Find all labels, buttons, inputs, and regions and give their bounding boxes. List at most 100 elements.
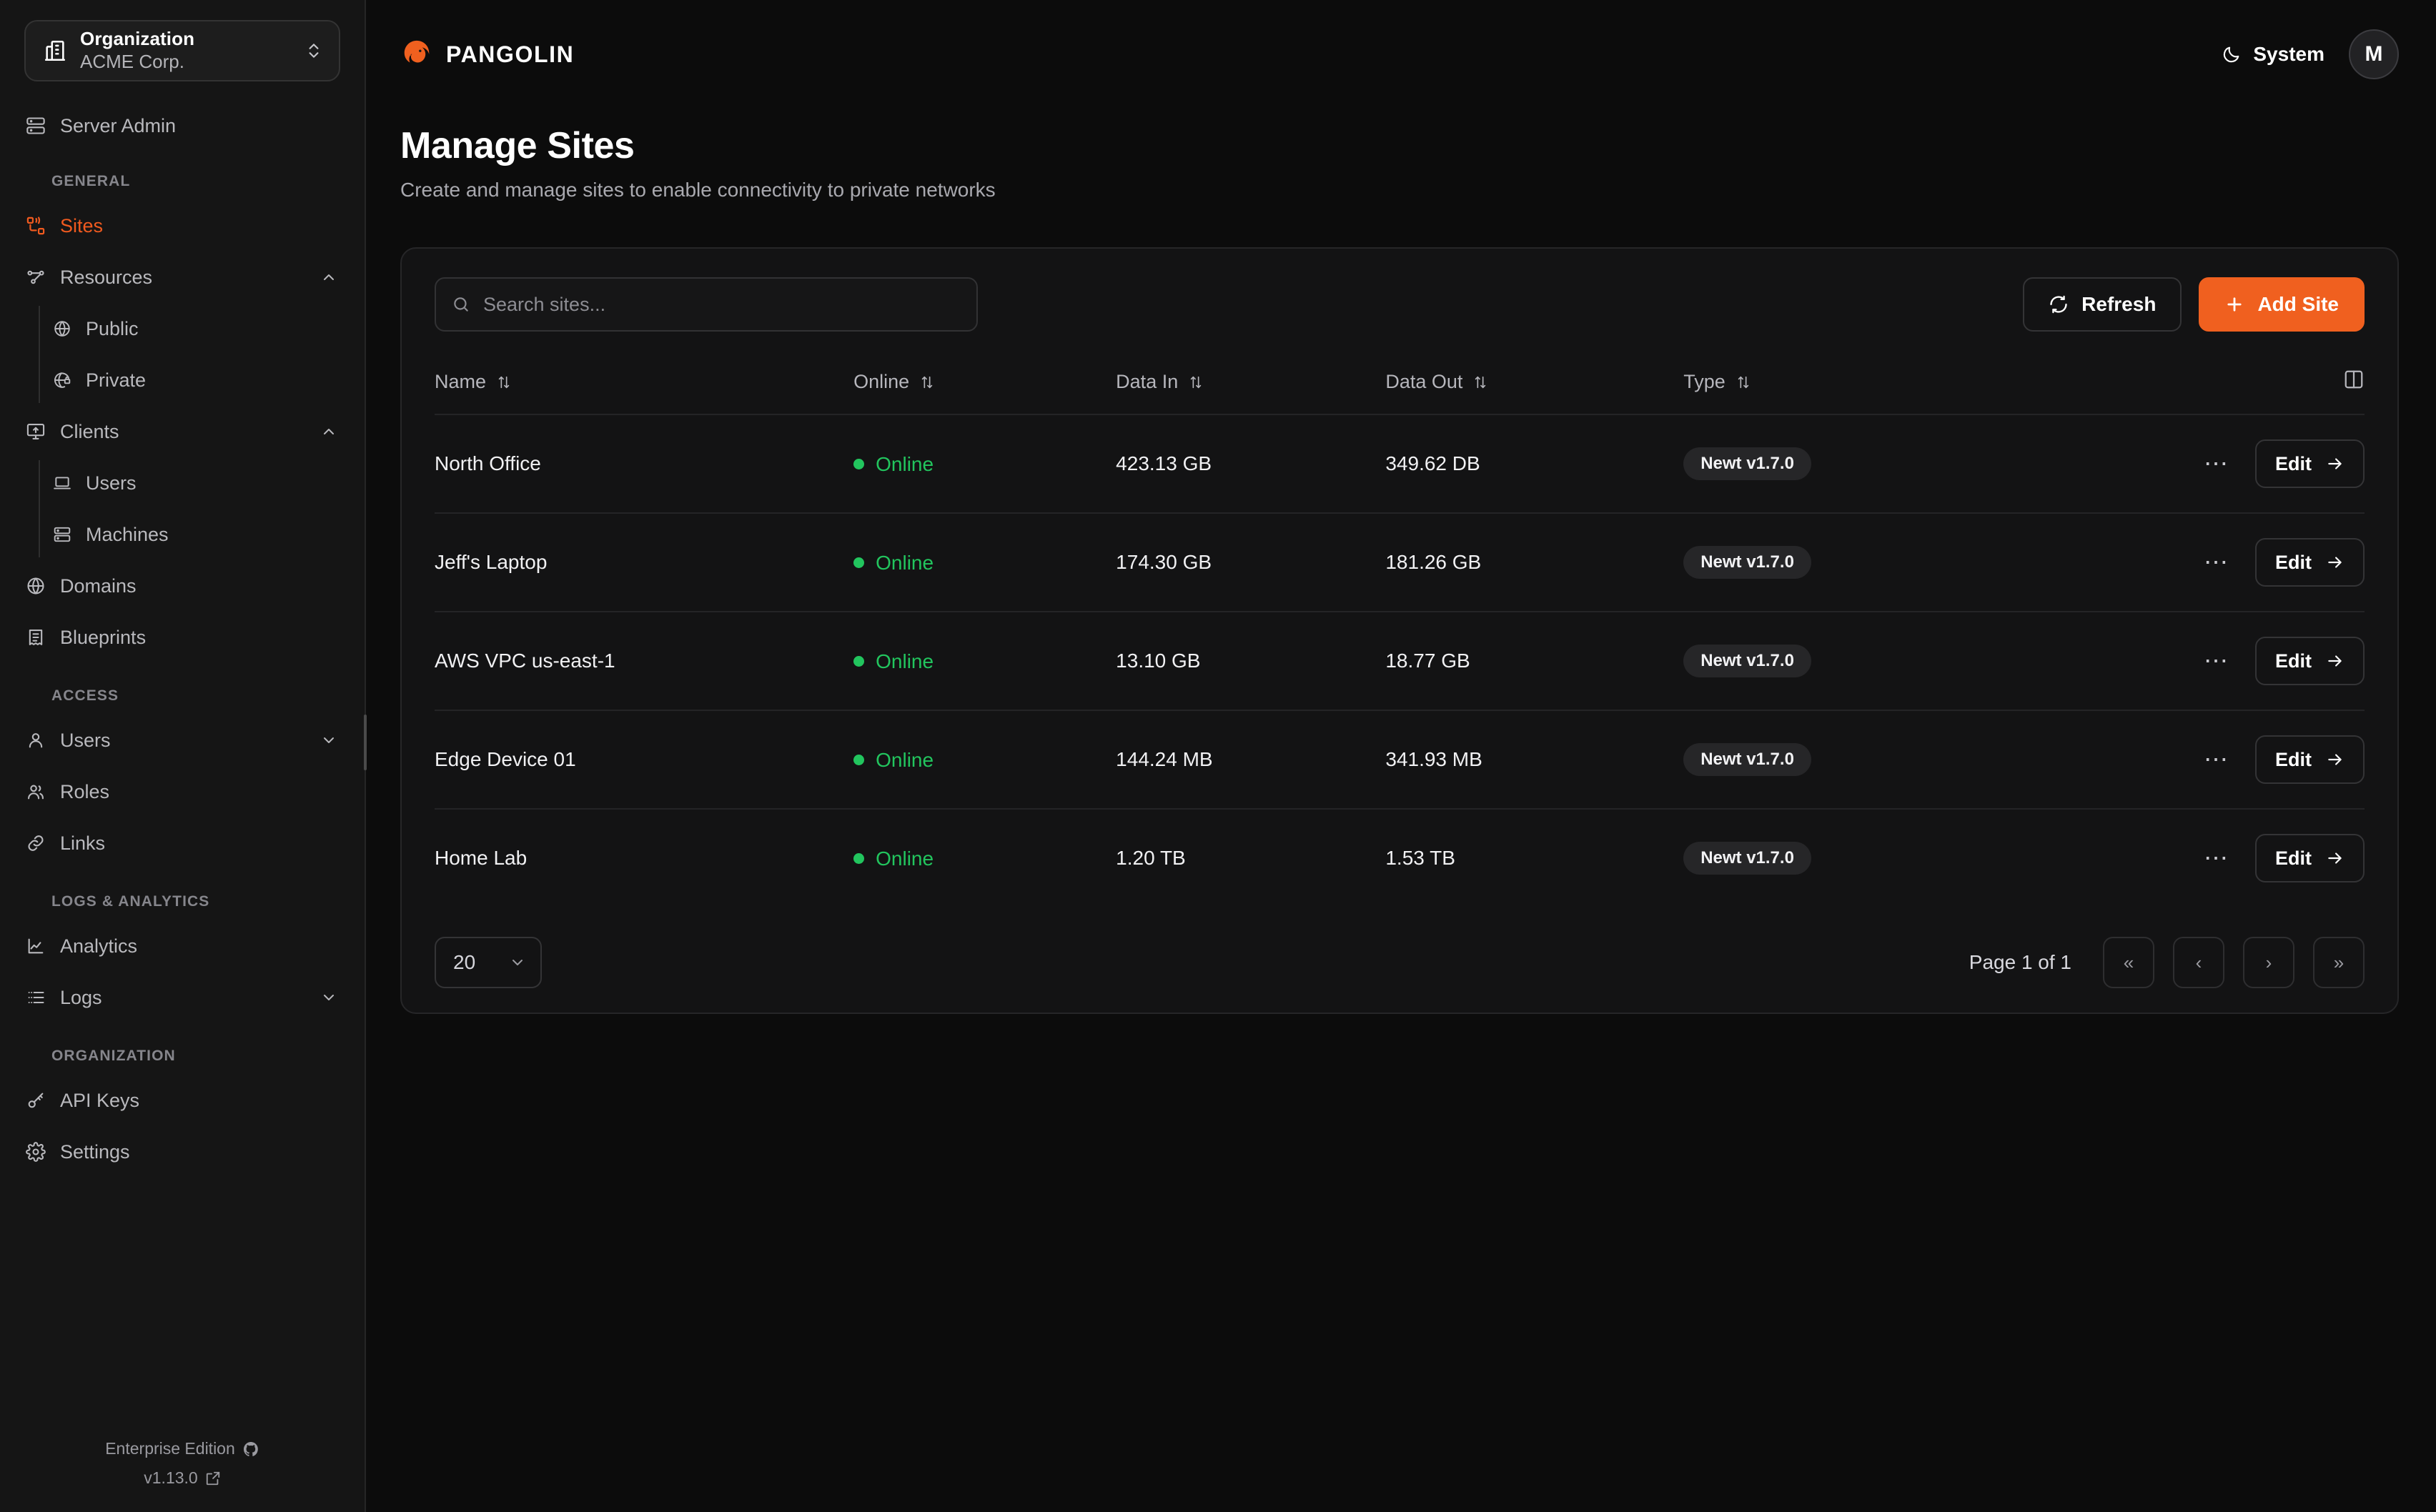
first-page-button[interactable]: «	[2103, 937, 2154, 988]
add-site-button[interactable]: Add Site	[2199, 277, 2365, 332]
sidebar-item-public[interactable]: Public	[0, 303, 365, 354]
edition-row[interactable]: Enterprise Edition	[105, 1439, 259, 1458]
prev-page-button[interactable]: ‹	[2173, 937, 2224, 988]
status-label: Online	[876, 551, 934, 574]
cell-name: North Office	[435, 414, 854, 513]
edit-label: Edit	[2275, 452, 2312, 474]
status-dot	[853, 656, 865, 667]
cell-data-out: 18.77 GB	[1385, 611, 1684, 710]
cell-type: Newt v1.7.0	[1683, 512, 2194, 612]
edit-button[interactable]: Edit	[2255, 439, 2365, 488]
row-menu-button[interactable]: ⋯	[2194, 544, 2239, 580]
arrow-right-icon	[2326, 849, 2345, 867]
th-type[interactable]: Type	[1683, 359, 2194, 414]
last-page-button[interactable]: »	[2313, 937, 2365, 988]
page-title: Manage Sites	[400, 125, 635, 166]
chevron-up-icon[interactable]	[320, 269, 337, 286]
sidebar-item-links[interactable]: Links	[0, 817, 365, 869]
edit-button[interactable]: Edit	[2255, 538, 2365, 587]
chevron-down-icon[interactable]	[320, 989, 337, 1006]
resources-icon	[26, 267, 46, 287]
globe-icon	[53, 319, 71, 338]
org-label: Organization	[80, 28, 195, 50]
next-page-button[interactable]: ›	[2243, 937, 2294, 988]
row-menu-button[interactable]: ⋯	[2194, 643, 2239, 679]
arrow-right-icon	[2326, 454, 2345, 473]
sidebar-item-sites[interactable]: Sites	[0, 200, 365, 252]
cell-data-in: 13.10 GB	[1116, 611, 1386, 710]
edit-button[interactable]: Edit	[2255, 834, 2365, 882]
sidebar-item-machines[interactable]: Machines	[0, 509, 365, 560]
sites-icon	[26, 216, 46, 236]
sidebar-item-server-admin[interactable]: Server Admin	[0, 100, 365, 151]
edit-label: Edit	[2275, 847, 2312, 869]
th-online[interactable]: Online	[853, 359, 1116, 414]
pager-controls: Page 1 of 1 « ‹ › »	[1969, 937, 2365, 988]
pangolin-logo-icon	[400, 38, 433, 71]
cell-type: Newt v1.7.0	[1683, 710, 2194, 809]
row-menu-button[interactable]: ⋯	[2194, 446, 2239, 482]
sidebar-item-logs[interactable]: Logs	[0, 972, 365, 1023]
theme-toggle[interactable]: System	[2222, 43, 2324, 66]
external-link-icon[interactable]	[205, 1471, 221, 1486]
sidebar-item-label-machines: Machines	[86, 523, 169, 545]
sidebar-item-api-keys[interactable]: API Keys	[0, 1075, 365, 1126]
th-data-in[interactable]: Data In	[1116, 359, 1385, 414]
sidebar-item-users-clients[interactable]: Users	[0, 457, 365, 509]
chevron-down-icon[interactable]	[320, 732, 337, 749]
sidebar-item-private[interactable]: Private	[0, 354, 365, 406]
edit-button[interactable]: Edit	[2255, 637, 2365, 685]
sidebar-item-label-links: Links	[60, 832, 106, 854]
brand[interactable]: PANGOLIN	[400, 38, 574, 71]
table-row[interactable]: AWS VPC us-east-1 Online 13.10 GB 18.77 …	[435, 611, 2365, 710]
page-size-select[interactable]: 20	[435, 937, 542, 988]
chart-line-icon	[26, 936, 46, 956]
cell-type: Newt v1.7.0	[1683, 414, 2194, 513]
type-badge: Newt v1.7.0	[1683, 743, 1811, 776]
org-switcher[interactable]: Organization ACME Corp.	[24, 20, 340, 81]
row-menu-button[interactable]: ⋯	[2194, 840, 2239, 876]
sidebar-item-roles[interactable]: Roles	[0, 766, 365, 817]
github-icon[interactable]	[242, 1441, 259, 1458]
table-row[interactable]: North Office Online 423.13 GB 349.62 DB …	[435, 414, 2365, 513]
sidebar-item-resources[interactable]: Resources	[0, 252, 365, 303]
th-type-label: Type	[1683, 371, 1726, 392]
search-input[interactable]	[483, 293, 961, 316]
th-data-out-label: Data Out	[1385, 371, 1463, 392]
th-data-out[interactable]: Data Out	[1385, 359, 1683, 414]
sidebar-item-settings[interactable]: Settings	[0, 1126, 365, 1178]
sidebar-item-domains[interactable]: Domains	[0, 560, 365, 612]
sidebar-item-blueprints[interactable]: Blueprints	[0, 612, 365, 663]
row-menu-button[interactable]: ⋯	[2194, 742, 2239, 777]
sidebar-item-label-private: Private	[86, 369, 147, 391]
avatar-initial: M	[2365, 42, 2383, 66]
th-name-label: Name	[435, 371, 487, 392]
section-title-general: GENERAL	[51, 173, 131, 189]
table-row[interactable]: Home Lab Online 1.20 TB 1.53 TB Newt v1.…	[435, 808, 2365, 907]
column-toggle-icon[interactable]	[2343, 369, 2365, 390]
th-data-in-label: Data In	[1116, 371, 1179, 392]
sidebar-item-users-access[interactable]: Users	[0, 715, 365, 766]
sort-icon	[1472, 374, 1488, 390]
edit-button[interactable]: Edit	[2255, 735, 2365, 784]
sidebar-item-label-sites: Sites	[60, 214, 104, 237]
refresh-button[interactable]: Refresh	[2023, 277, 2182, 332]
sidebar-item-analytics[interactable]: Analytics	[0, 920, 365, 972]
sidebar-item-clients[interactable]: Clients	[0, 406, 365, 457]
th-name[interactable]: Name	[435, 359, 853, 414]
sidebar: Organization ACME Corp. Server Admin	[0, 0, 367, 1512]
cell-data-out: 341.93 MB	[1385, 710, 1684, 809]
status-label: Online	[876, 452, 934, 475]
chevron-up-icon[interactable]	[320, 423, 337, 440]
chevron-down-icon	[509, 954, 526, 971]
sidebar-scrollbar[interactable]	[364, 715, 367, 770]
avatar[interactable]: M	[2349, 29, 2399, 79]
cell-data-out: 181.26 GB	[1385, 512, 1684, 612]
version-row[interactable]: v1.13.0	[144, 1468, 220, 1488]
table-row[interactable]: Jeff's Laptop Online 174.30 GB 181.26 GB…	[435, 512, 2365, 612]
table-row[interactable]: Edge Device 01 Online 144.24 MB 341.93 M…	[435, 710, 2365, 809]
status-dot	[853, 557, 865, 569]
page-size-value: 20	[453, 951, 476, 973]
search-box[interactable]	[435, 277, 978, 332]
